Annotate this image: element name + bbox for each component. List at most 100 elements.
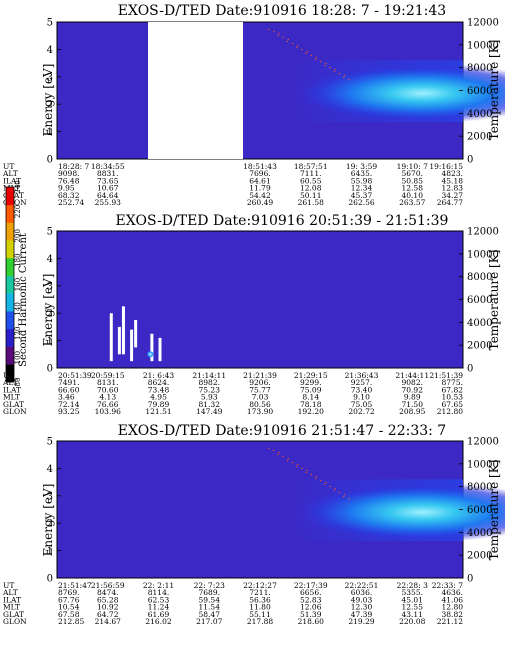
colorbar-tick-label: 220 [14,205,22,218]
info-cell: 21:36:43 [345,371,379,380]
ytick-label: 3 [47,72,53,83]
info-cell: 59.54 [199,595,221,604]
panel-1-ylabel-right: Temperature [K] [487,40,501,141]
ytick-label: 6000 [467,86,492,97]
ytick-label: 4 [47,464,53,475]
plasma-noise [343,493,346,496]
info-cell: 61.69 [148,610,170,619]
colorbar-tick-label: 140 [14,302,22,315]
info-cell: 52.83 [300,595,322,604]
info-cell: 262.56 [348,198,374,207]
info-cell: 22:22:51 [345,581,379,590]
info-cell: 216.02 [145,617,171,626]
colorbar-cell [6,275,14,294]
info-cell: 6656. [300,588,321,597]
plasma-noise [296,46,298,49]
info-cell: 68.32 [58,191,80,200]
info-cell: 93.25 [58,407,80,416]
plasma-noise [306,469,308,472]
info-cell: 38.82 [442,610,464,619]
plasma-noise [314,477,317,480]
info-cell: 21:56:59 [91,581,125,590]
info-cell: 81.32 [199,400,221,409]
info-cell: 217.07 [196,617,222,626]
info-cell: 202.72 [348,407,374,416]
ytick-label: 2000 [467,341,492,352]
info-cell: 73.48 [148,385,170,394]
plasma-noise [314,58,317,61]
ytick-label: 6000 [467,505,492,516]
info-cell: 80.56 [249,400,271,409]
info-cell: 7696. [249,169,270,178]
plasma-noise [291,461,294,464]
info-cell: 21: 6:43 [143,371,175,380]
info-cell: 11.24 [148,603,170,612]
panel-1-data-gap [148,22,243,159]
info-cell: 60.55 [300,176,322,185]
info-cell: 21:21:39 [243,371,277,380]
info-cell: 12.30 [351,603,373,612]
colorbar-tick-label: 120 [14,327,22,340]
plasma-noise [296,465,298,468]
info-cell: 76.48 [58,176,80,185]
panel-2-yticks-left: 0 1 2 3 4 5 [47,227,61,375]
plasma-noise [268,447,270,450]
panel-3-title: EXOS-D/TED Date:910916 21:51:47 - 22:33:… [118,423,446,439]
info-cell: 75.05 [351,400,373,409]
info-cell: 9257. [351,378,372,387]
info-cell: 67.58 [58,610,80,619]
info-cell: 78.18 [300,400,322,409]
colorbar-cell [6,257,14,276]
info-cell: 212.80 [437,407,463,416]
info-cell: 54.42 [249,191,271,200]
ytick-label: 0 [47,574,53,585]
data-spike [134,320,138,348]
info-cell: 22:12:27 [243,581,277,590]
info-row-label: MLT [3,603,20,612]
info-cell: 50.85 [402,176,424,185]
info-cell: 12.58 [402,184,424,193]
plasma-noise [297,44,299,47]
info-cell: 18:57:51 [294,162,328,171]
info-cell: 218.60 [298,617,324,626]
plasma-noise [324,64,326,67]
ytick-label: 2 [47,519,53,530]
info-cell: 12.55 [402,603,424,612]
panel-2-plasma [109,306,162,362]
info-cell: 10.54 [58,603,80,612]
ytick-label: 0 [47,155,53,166]
ytick-label: 2 [47,100,53,111]
colorbar-cell [6,204,14,223]
plasma-noise [278,451,280,454]
info-cell: 67.76 [58,595,80,604]
ytick-label: 4000 [467,528,492,539]
info-cell: 8769. [58,588,79,597]
info-cell: 208.95 [399,407,425,416]
info-cell: 217.88 [247,617,273,626]
panel-2-yticks-right: 0 2000 4000 6000 8000 10000 12000 [459,227,499,375]
plasma-noise [325,481,327,484]
colorbar-tick-label: 100 [14,351,22,364]
plasma-noise [301,467,303,470]
info-cell: 43.11 [402,610,423,619]
ytick-label: 8000 [467,272,492,283]
info-cell: 8131. [97,378,118,387]
info-cell: 7.03 [252,393,269,402]
info-cell: 19:16:15 [429,162,463,171]
colorbar-cell [6,364,14,383]
info-cell: 18:34:55 [91,162,125,171]
ytick-label: 8000 [467,63,492,74]
panel-2-title: EXOS-D/TED Date:910916 20:51:39 - 21:51:… [116,213,449,229]
info-cell: 19:10: 7 [397,162,429,171]
ytick-label: 2000 [467,551,492,562]
info-row-label: ALT [2,378,18,387]
info-row-label: UT [3,162,14,171]
colorbar-tick-label: 160 [14,278,22,291]
plasma-noise [334,68,336,71]
plasma-noise [320,60,322,63]
panel-3-ylabel-right: Temperature [K] [487,460,501,561]
info-cell: 8114. [148,588,169,597]
info-cell: 62.53 [148,595,170,604]
